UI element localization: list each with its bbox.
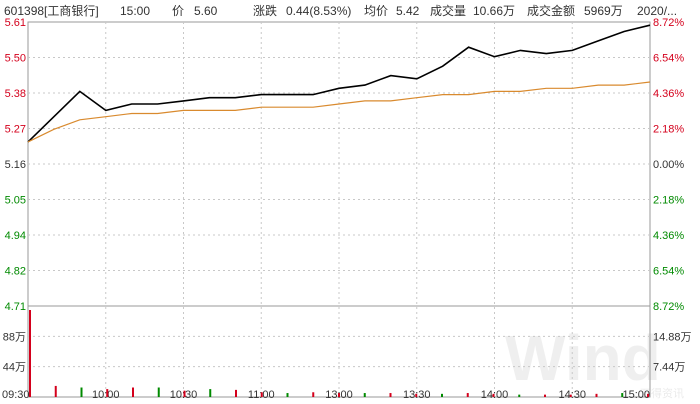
volume-bar — [621, 393, 623, 397]
price-label: 价 — [172, 4, 184, 18]
header-time: 15:00 — [120, 4, 150, 18]
volume-bar — [209, 389, 211, 397]
volume-bar — [261, 392, 263, 397]
volume-bar — [235, 390, 237, 397]
price-tick-label: 5.61 — [5, 17, 26, 29]
percent-tick-label: 8.72% — [653, 17, 684, 29]
price-tick-label: 5.16 — [5, 159, 26, 171]
avg-label: 均价 — [364, 4, 388, 18]
amount-label: 成交金额 — [527, 3, 575, 18]
price-tick-label: 5.50 — [5, 53, 26, 65]
time-tick-label: 15:00 — [622, 389, 650, 401]
volume-bar — [81, 388, 83, 397]
volume-bar — [106, 389, 108, 397]
volume-bar — [544, 395, 546, 397]
volume-value: 10.66万 — [473, 4, 515, 18]
price-axis-left: 5.61 5.50 5.38 5.27 5.16 5.05 4.94 4.82 4.71 — [5, 17, 26, 313]
volume-bar — [570, 395, 572, 397]
chart-header: 601398[工商银行] 15:00 价 5.60 涨跌 0.44(8.53%)… — [4, 3, 677, 18]
amount-value: 5969万 — [584, 4, 623, 18]
price-axis-right: 8.72% 6.54% 4.36% 2.18% 0.00% 2.18% 4.36% 6.54%… — [653, 17, 684, 313]
volume-bar — [493, 394, 495, 397]
price-tick-label: 5.38 — [5, 88, 26, 100]
percent-tick-label: 2.18% — [653, 124, 684, 136]
volume-bar — [441, 394, 443, 397]
watermark-logo: Wind — [505, 322, 661, 394]
price-tick-label: 5.27 — [5, 124, 26, 136]
header-date: 2020/... — [637, 4, 677, 18]
volume-tick-label: 44万 — [3, 362, 26, 374]
time-tick-label: 10:00 — [92, 389, 120, 401]
avg-value: 5.42 — [396, 4, 420, 18]
volume-bar — [415, 394, 417, 397]
percent-tick-label: 4.36% — [653, 88, 684, 100]
price-tick-label: 5.05 — [5, 195, 26, 207]
volume-tick-label-right: 14.88万 — [653, 331, 692, 343]
volume-bar — [55, 386, 57, 397]
volume-label: 成交量 — [430, 3, 466, 18]
stock-code-name: 601398[工商银行] — [4, 3, 99, 18]
percent-tick-label: 8.72% — [653, 301, 684, 313]
change-value: 0.44(8.53%) — [286, 4, 351, 18]
volume-bar — [518, 395, 520, 397]
percent-tick-label: 4.36% — [653, 230, 684, 242]
volume-bar — [467, 393, 469, 397]
time-tick-label: 09:30 — [2, 389, 30, 401]
time-tick-label: 14:30 — [558, 389, 586, 401]
volume-bar — [364, 393, 366, 397]
volume-bar — [184, 391, 186, 397]
percent-tick-label: 6.54% — [653, 53, 684, 65]
price-tick-label: 4.94 — [5, 230, 26, 242]
percent-tick-label: 6.54% — [653, 266, 684, 278]
volume-bar — [132, 388, 134, 397]
price-value: 5.60 — [194, 4, 218, 18]
volume-tick-label-right: 7.44万 — [653, 362, 685, 374]
volume-bar — [287, 393, 289, 397]
volume-bar — [647, 394, 649, 397]
volume-bar — [390, 393, 392, 397]
volume-bar — [312, 392, 314, 397]
volume-bar — [158, 388, 160, 397]
percent-tick-label: 0.00% — [653, 159, 684, 171]
price-tick-label: 4.82 — [5, 266, 26, 278]
change-label: 涨跌 — [253, 3, 277, 18]
volume-bar — [338, 393, 340, 397]
price-tick-label: 4.71 — [5, 301, 26, 313]
volume-bar — [29, 310, 31, 397]
volume-bar — [596, 394, 598, 397]
volume-tick-label: 88万 — [3, 331, 26, 343]
percent-tick-label: 2.18% — [653, 195, 684, 207]
volume-axis-left: 88万 44万 — [3, 331, 26, 373]
